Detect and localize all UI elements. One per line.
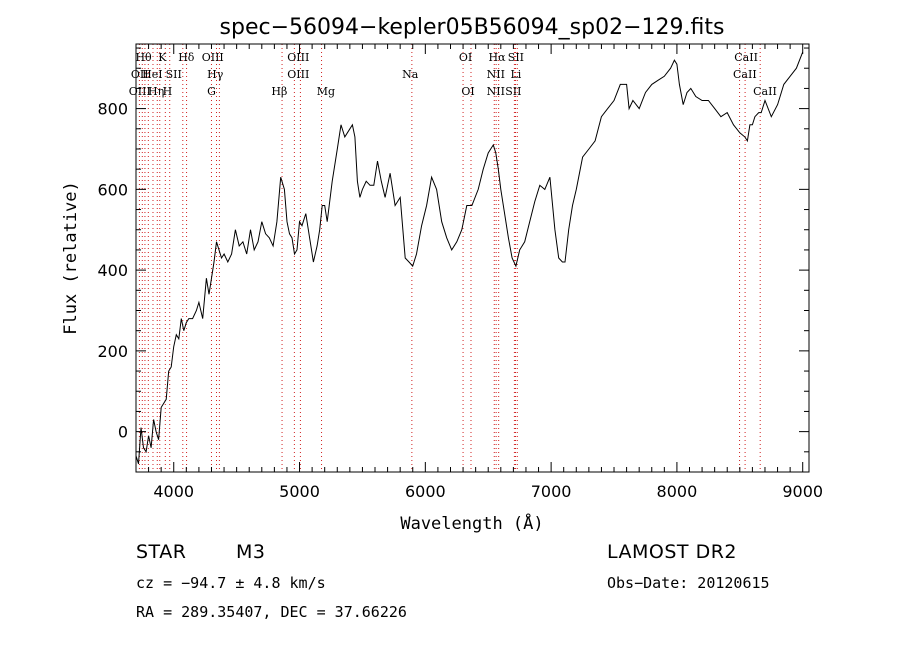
line-label: OIII (287, 68, 309, 81)
object-subclass: M3 (236, 541, 266, 563)
line-label: Hδ (178, 51, 195, 64)
x-tick-label: 9000 (782, 482, 823, 501)
y-tick-label: 200 (97, 342, 128, 361)
line-label: Hη (148, 85, 164, 98)
survey-name: LAMOST DR2 (607, 541, 737, 563)
line-label: SII (508, 51, 524, 64)
line-label: Mg (317, 85, 335, 98)
y-tick-label: 0 (118, 423, 128, 442)
line-label: Hγ (207, 68, 224, 81)
object-type: STAR (136, 541, 187, 563)
line-label: OI (459, 51, 472, 64)
line-label: NII (487, 68, 505, 81)
line-label: SII (505, 85, 521, 98)
y-tick-label: 400 (97, 261, 128, 280)
x-tick-label: 4000 (153, 482, 194, 501)
line-label: Hθ (135, 51, 152, 64)
x-tick-label: 8000 (657, 482, 698, 501)
line-label: OI (461, 85, 474, 98)
line-label: G (207, 85, 216, 98)
line-label: K (158, 51, 167, 64)
line-label: OIII (129, 85, 151, 98)
line-label: Li (510, 68, 521, 81)
line-label: NII (487, 85, 505, 98)
x-tick-label: 6000 (405, 482, 446, 501)
coordinates-text: RA = 289.35407, DEC = 37.66226 (136, 603, 407, 621)
y-tick-label: 800 (97, 100, 128, 119)
line-label: H (163, 85, 173, 98)
line-label: CaII (753, 85, 777, 98)
line-label: Hα (489, 51, 507, 64)
line-label: OIII (287, 51, 309, 64)
y-axis-label: Flux (relative) (61, 181, 81, 335)
line-label: SII (166, 68, 182, 81)
obs-date: Obs−Date: 20120615 (607, 574, 770, 592)
chart-title: spec−56094−kepler05B56094_sp02−129.fits (220, 15, 725, 40)
spectrum-line (135, 51, 804, 465)
spectral-line-markers (138, 44, 761, 472)
y-tick-label: 600 (97, 180, 128, 199)
line-label: Hβ (271, 85, 287, 98)
velocity-text: cz = −94.7 ± 4.8 km/s (136, 574, 326, 592)
x-tick-label: 7000 (531, 482, 572, 501)
plot-frame (135, 43, 810, 473)
line-label: CaII (734, 51, 758, 64)
axes: 4000 5000 6000 7000 8000 9000 0 200 400 600 800 (97, 44, 823, 501)
line-label: Na (402, 68, 419, 81)
line-label: OIII (202, 51, 224, 64)
x-axis-label: Wavelength (Å) (400, 512, 543, 534)
line-label: CaII (733, 68, 757, 81)
x-tick-label: 5000 (279, 482, 320, 501)
line-label: HeI (142, 68, 162, 81)
line-label: OII (131, 68, 149, 81)
